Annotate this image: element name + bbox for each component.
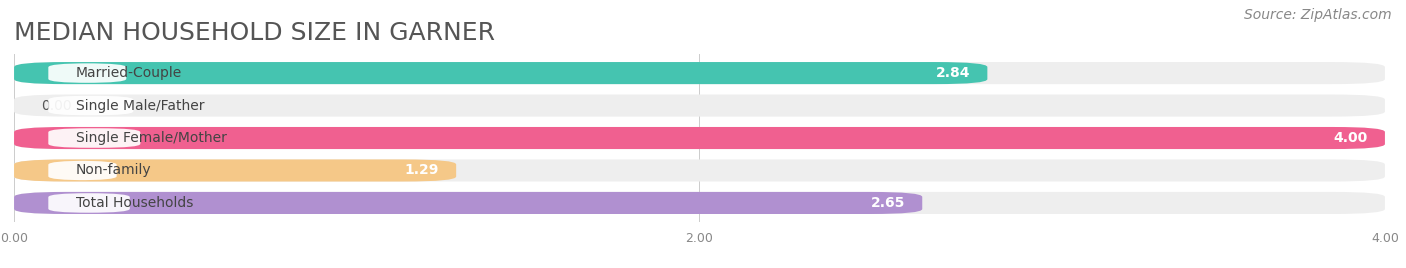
FancyBboxPatch shape	[48, 63, 127, 83]
FancyBboxPatch shape	[48, 128, 141, 148]
Text: MEDIAN HOUSEHOLD SIZE IN GARNER: MEDIAN HOUSEHOLD SIZE IN GARNER	[14, 21, 495, 45]
FancyBboxPatch shape	[48, 96, 134, 115]
Text: Single Female/Mother: Single Female/Mother	[76, 131, 226, 145]
FancyBboxPatch shape	[14, 159, 1385, 181]
Text: Married-Couple: Married-Couple	[76, 66, 181, 80]
Text: 2.65: 2.65	[870, 196, 905, 210]
FancyBboxPatch shape	[14, 159, 456, 181]
Text: 2.84: 2.84	[936, 66, 970, 80]
FancyBboxPatch shape	[48, 193, 129, 213]
FancyBboxPatch shape	[14, 192, 922, 214]
Text: Source: ZipAtlas.com: Source: ZipAtlas.com	[1244, 8, 1392, 22]
FancyBboxPatch shape	[48, 161, 117, 180]
FancyBboxPatch shape	[14, 127, 1385, 149]
Text: Single Male/Father: Single Male/Father	[76, 99, 204, 113]
Text: Total Households: Total Households	[76, 196, 193, 210]
FancyBboxPatch shape	[14, 127, 1385, 149]
FancyBboxPatch shape	[14, 62, 1385, 84]
Text: 1.29: 1.29	[405, 163, 439, 177]
Text: Non-family: Non-family	[76, 163, 152, 177]
Text: 0.00: 0.00	[42, 99, 72, 113]
Text: 4.00: 4.00	[1333, 131, 1368, 145]
FancyBboxPatch shape	[14, 95, 1385, 117]
FancyBboxPatch shape	[14, 192, 1385, 214]
FancyBboxPatch shape	[14, 62, 987, 84]
